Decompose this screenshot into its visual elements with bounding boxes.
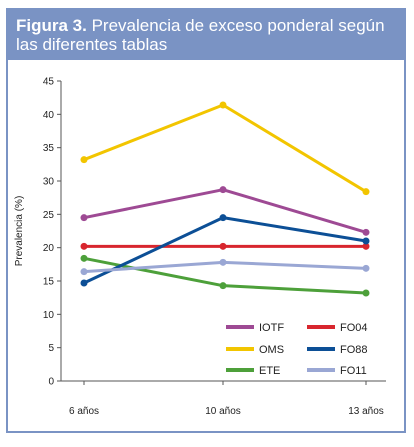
legend-label-oms: OMS: [259, 344, 284, 356]
figure-number: Figura 3.: [16, 16, 87, 35]
series-group: [80, 101, 370, 297]
figure-header: Figura 3. Prevalencia de exceso ponderal…: [8, 10, 404, 60]
chart-axes: 0 5 10 15 20 25 30 35 40 45 6 años 10 años 13 años: [43, 77, 386, 417]
data-point-iotf: [80, 214, 88, 222]
data-point-oms: [219, 101, 227, 109]
y-tick-label: 10: [43, 310, 55, 321]
legend-label-iotf: IOTF: [259, 322, 284, 334]
data-point-ete: [80, 254, 88, 262]
legend: IOTF OMS ETE FO04 FO88 FO11: [226, 322, 368, 377]
data-point-fo88: [362, 237, 370, 245]
y-tick-label: 40: [43, 110, 55, 121]
legend-label-fo88: FO88: [340, 344, 368, 356]
data-point-ete: [219, 282, 227, 290]
data-point-iotf: [219, 186, 227, 194]
legend-label-ete: ETE: [259, 365, 280, 377]
data-point-fo04: [362, 242, 370, 250]
figure-frame: Figura 3. Prevalencia de exceso ponderal…: [6, 8, 406, 433]
figure-caption: Figura 3. Prevalencia de exceso ponderal…: [16, 16, 398, 54]
y-axis-label: Prevalencia (%): [14, 196, 25, 267]
data-point-fo04: [219, 242, 227, 250]
y-tick-label: 35: [43, 143, 55, 154]
data-point-iotf: [362, 228, 370, 236]
x-tick-label: 6 años: [69, 406, 99, 417]
data-point-oms: [80, 156, 88, 164]
data-point-fo88: [219, 214, 227, 222]
data-point-fo88: [80, 279, 88, 287]
data-point-ete: [362, 289, 370, 297]
y-tick-label: 0: [48, 377, 54, 388]
legend-label-fo11: FO11: [340, 365, 367, 377]
data-point-oms: [362, 188, 370, 196]
x-tick-label: 13 años: [348, 406, 384, 417]
legend-label-fo04: FO04: [340, 322, 368, 334]
y-tick-label: 45: [43, 77, 55, 88]
data-point-fo11: [219, 258, 227, 266]
series-line-iotf: [83, 188, 367, 234]
series-line-oms: [83, 103, 367, 193]
y-tick-label: 20: [43, 243, 55, 254]
y-tick-label: 15: [43, 277, 55, 288]
y-tick-label: 5: [48, 343, 54, 354]
y-tick-label: 30: [43, 177, 55, 188]
series-line-fo88: [83, 216, 367, 285]
data-point-fo04: [80, 242, 88, 250]
x-tick-label: 10 años: [205, 406, 241, 417]
figure-title: Prevalencia de exceso ponderal según las…: [16, 16, 385, 54]
y-axis-label-group: Prevalencia (%): [14, 196, 25, 267]
data-point-fo11: [80, 268, 88, 276]
data-point-fo11: [362, 264, 370, 272]
y-tick-label: 25: [43, 210, 55, 221]
